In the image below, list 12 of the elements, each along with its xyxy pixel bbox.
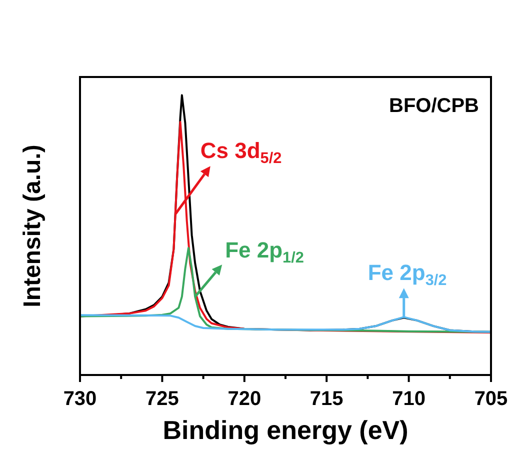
x-tick-label: 715 — [310, 388, 344, 410]
annotation: Fe 2p$_{1/2}$ — [225, 238, 304, 266]
x-tick-label: 720 — [228, 388, 262, 410]
x-tick-label: 705 — [474, 388, 508, 410]
chart-title: BFO/CPB — [389, 95, 479, 117]
y-axis-title: Intensity (a.u.) — [19, 144, 46, 308]
x-axis-title: Binding energy (eV) — [162, 415, 408, 445]
annotation: Cs 3d$_{5/2}$ — [200, 138, 282, 167]
x-tick-label: 730 — [63, 388, 97, 410]
x-tick-label: 725 — [146, 388, 179, 410]
x-tick-label: 710 — [392, 388, 426, 410]
annotation: Fe 2p$_{3/2}$ — [368, 260, 447, 289]
